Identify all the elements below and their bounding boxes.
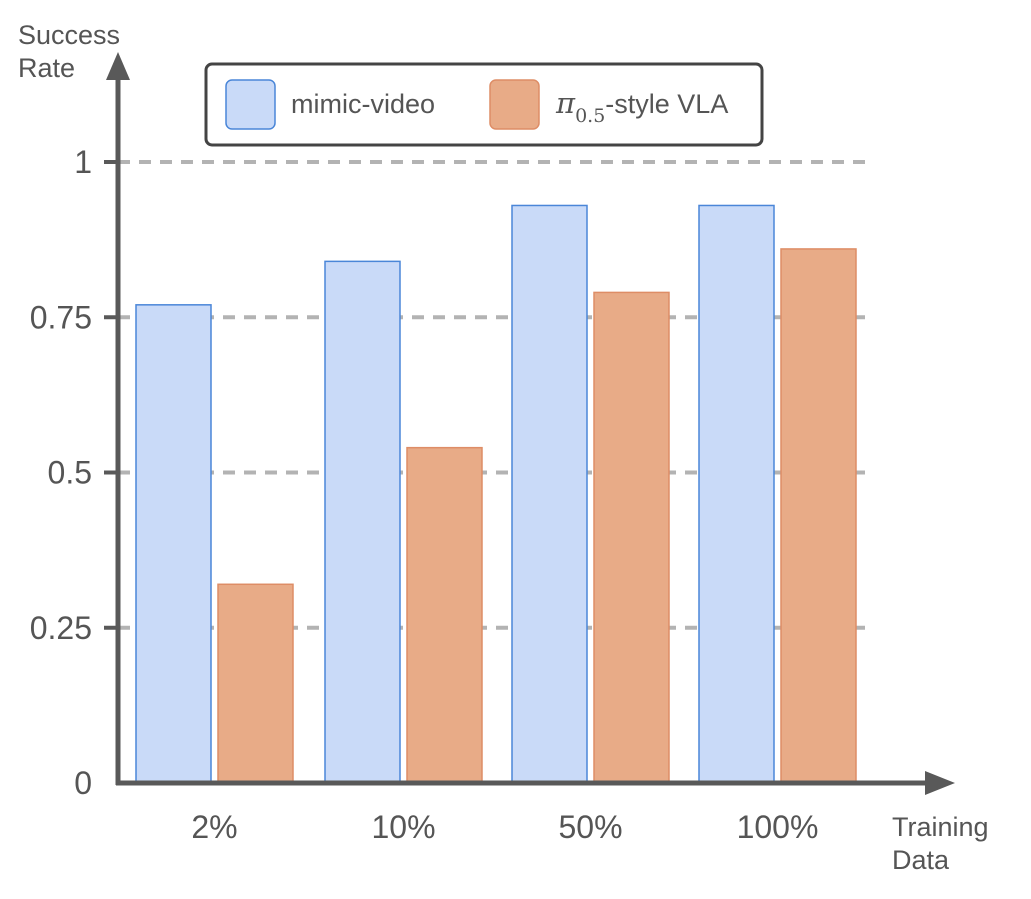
legend-label-pi-suffix: -style VLA (605, 89, 728, 119)
axes: 0 0.25 0.5 0.75 1 2% 10% 50% 100% (30, 52, 955, 845)
bar-pi-style-vla-2pct (217, 583, 294, 784)
legend-label-pi-symbol: π (555, 86, 576, 120)
x-axis-label-line-1: Training (892, 812, 989, 842)
y-axis-arrow (106, 52, 130, 80)
bar-mimic-video-100pct (698, 204, 775, 784)
x-axis-label-line-2: Data (892, 845, 950, 875)
labels: Success Rate Training Data (18, 20, 989, 875)
y-tick-label: 0 (74, 765, 92, 801)
bar-pi-style-vla-50pct (593, 291, 670, 784)
y-tick-label: 0.5 (48, 455, 92, 491)
bar-mimic-video-10pct (324, 260, 401, 784)
y-tick-label: 0.75 (30, 299, 92, 335)
legend-box (204, 62, 764, 147)
bars (135, 204, 857, 784)
bar-mimic-video-50pct (511, 204, 588, 784)
legend-label-pi-subscript: 0.5 (575, 105, 605, 127)
legend-label-mimic-video: mimic-video (291, 89, 435, 119)
y-tick-label: 0.25 (30, 610, 92, 646)
x-tick-label: 100% (737, 809, 819, 845)
x-tick-label: 2% (191, 809, 237, 845)
x-tick-label: 10% (371, 809, 435, 845)
bar-mimic-video-2pct (135, 304, 212, 784)
bar-pi-style-vla-100pct (780, 248, 857, 784)
legend-swatch-mimic-video (225, 79, 276, 130)
bar-pi-style-vla-10pct (406, 446, 483, 784)
y-axis-label-line-1: Success (18, 20, 120, 50)
x-axis-arrow (925, 771, 955, 795)
y-axis-label-line-2: Rate (18, 53, 75, 83)
x-tick-label: 50% (558, 809, 622, 845)
legend-swatch-pi-style-vla (489, 79, 540, 130)
y-tick-label: 1 (74, 144, 92, 180)
legend-label-pi-style-vla: π0.5-style VLA (555, 86, 728, 127)
legend: mimic-video π0.5-style VLA (204, 62, 764, 147)
